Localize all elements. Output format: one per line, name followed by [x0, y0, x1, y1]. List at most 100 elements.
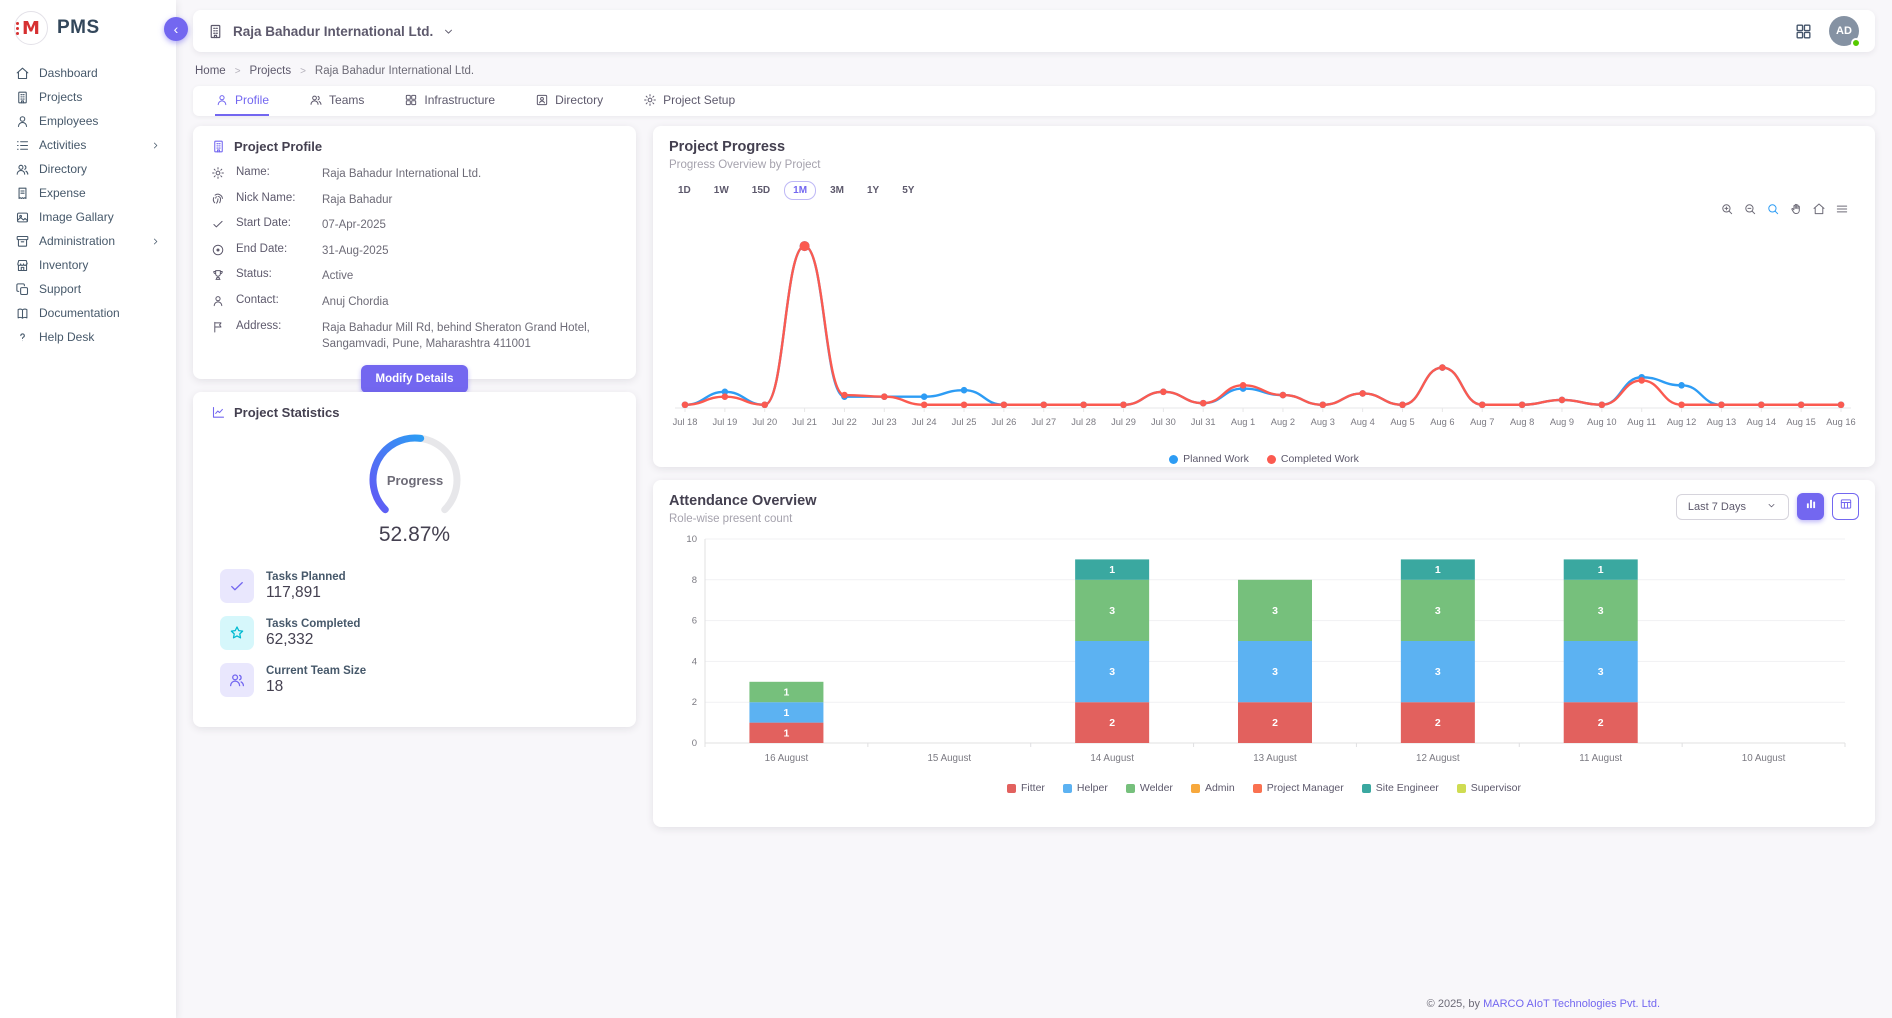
sidebar-item-image-gallary[interactable]: Image Gallary	[0, 205, 176, 229]
field-label: Contact:	[236, 294, 322, 306]
table-view-button[interactable]	[1832, 493, 1859, 520]
sidebar-item-activities[interactable]: Activities	[0, 133, 176, 157]
topbar-right: AD	[1794, 16, 1859, 46]
table-icon	[1839, 497, 1853, 516]
legend-planned-work[interactable]: Planned Work	[1169, 453, 1249, 465]
check-icon	[220, 569, 254, 603]
sidebar-item-expense[interactable]: Expense	[0, 181, 176, 205]
svg-text:Jul 20: Jul 20	[752, 417, 777, 427]
date-range-select[interactable]: Last 7 Days	[1676, 494, 1789, 520]
sidebar-item-administration[interactable]: Administration	[0, 229, 176, 253]
home-icon[interactable]	[1812, 202, 1826, 216]
sidebar-item-directory[interactable]: Directory	[0, 157, 176, 181]
breadcrumb: Home>Projects>Raja Bahadur International…	[193, 52, 1875, 86]
bar-chart[interactable]: 024681016 August11115 August14 August233…	[669, 531, 1859, 782]
field-label: Status:	[236, 268, 322, 280]
project-profile-title-row: Project Profile	[211, 139, 618, 154]
menu-icon[interactable]	[1835, 202, 1849, 216]
home-icon	[15, 66, 30, 81]
tab-project-setup[interactable]: Project Setup	[643, 86, 735, 116]
svg-text:Aug 9: Aug 9	[1550, 417, 1574, 427]
sidebar-nav: Dashboard Projects EmployeesActivitiesDire…	[0, 57, 176, 353]
sidebar-collapse-button[interactable]: ‹	[164, 17, 188, 41]
right-column: Project Progress Progress Overview by Pr…	[653, 126, 1875, 827]
sidebar-item-dashboard[interactable]: Dashboard	[0, 61, 176, 85]
range-button-1w[interactable]: 1W	[705, 181, 738, 200]
zoom-out-icon[interactable]	[1743, 202, 1757, 216]
range-button-1d[interactable]: 1D	[669, 181, 700, 200]
legend-helper[interactable]: Helper	[1063, 782, 1108, 794]
receipt-icon	[15, 186, 30, 201]
apps-grid-icon[interactable]	[1794, 22, 1813, 41]
svg-text:13 August: 13 August	[1253, 753, 1297, 764]
legend-completed-work[interactable]: Completed Work	[1267, 453, 1359, 465]
legend-label: Supervisor	[1471, 782, 1521, 794]
svg-text:Aug 12: Aug 12	[1667, 417, 1696, 427]
sidebar-item-help-desk[interactable]: Help Desk	[0, 325, 176, 349]
avatar[interactable]: AD	[1829, 16, 1859, 46]
range-button-5y[interactable]: 5Y	[893, 181, 923, 200]
tab-teams[interactable]: Teams	[309, 86, 364, 116]
modify-details-button[interactable]: Modify Details	[361, 365, 469, 393]
legend-fitter[interactable]: Fitter	[1007, 782, 1045, 794]
legend-marker	[1007, 784, 1016, 793]
legend-site-engineer[interactable]: Site Engineer	[1362, 782, 1439, 794]
legend-marker	[1457, 784, 1466, 793]
attendance-overview-card: Attendance Overview Role-wise present co…	[653, 480, 1875, 827]
tab-infrastructure[interactable]: Infrastructure	[404, 86, 495, 116]
users-icon	[15, 162, 30, 177]
legend-welder[interactable]: Welder	[1126, 782, 1173, 794]
bar-chart-legend: Fitter Helper Welder Admin Project Manager Si…	[669, 782, 1859, 794]
building-icon	[15, 90, 30, 105]
breadcrumb-link[interactable]: Home	[195, 65, 226, 77]
profile-field: Start Date:07-Apr-2025	[211, 217, 618, 233]
selection-zoom-icon[interactable]	[1766, 202, 1780, 216]
sidebar-item-label: Administration	[39, 234, 115, 248]
sidebar-item-inventory[interactable]: Inventory	[0, 253, 176, 277]
company-link[interactable]: MARCO AIoT Technologies Pvt. Ltd.	[1483, 998, 1660, 1010]
sidebar-item-label: Documentation	[39, 306, 120, 320]
chevron-right-icon	[150, 236, 161, 247]
stat-label: Tasks Completed	[266, 618, 360, 630]
svg-text:1: 1	[1435, 564, 1441, 576]
app-logo[interactable]: M PMS	[0, 0, 176, 57]
legend-project-manager[interactable]: Project Manager	[1253, 782, 1344, 794]
line-chart[interactable]: Jul 18Jul 19Jul 20Jul 21Jul 22Jul 23Jul …	[669, 224, 1859, 453]
user-icon	[15, 114, 30, 129]
project-profile-card: Project Profile Name:Raja Bahadur Intern…	[193, 126, 636, 379]
pan-icon[interactable]	[1789, 202, 1803, 216]
sidebar-item-projects[interactable]: Projects	[0, 85, 176, 109]
company-selector[interactable]: Raja Bahadur International Ltd.	[207, 23, 455, 40]
card-title-text: Project Profile	[234, 139, 322, 154]
sidebar-item-documentation[interactable]: Documentation	[0, 301, 176, 325]
range-button-1m[interactable]: 1M	[784, 181, 816, 200]
tab-directory[interactable]: Directory	[535, 86, 603, 116]
bar-view-button[interactable]	[1797, 493, 1824, 520]
legend-label: Fitter	[1021, 782, 1045, 794]
tab-profile[interactable]: Profile	[215, 86, 269, 116]
attendance-header: Attendance Overview Role-wise present co…	[669, 493, 1859, 525]
record-icon	[211, 243, 225, 257]
topbar: Raja Bahadur International Ltd. AD	[193, 10, 1875, 52]
field-label: Address:	[236, 320, 322, 332]
zoom-in-icon[interactable]	[1720, 202, 1734, 216]
range-button-1y[interactable]: 1Y	[858, 181, 888, 200]
breadcrumb-link[interactable]: Projects	[250, 65, 292, 77]
range-button-15d[interactable]: 15D	[743, 181, 779, 200]
sidebar-item-label: Projects	[39, 90, 82, 104]
sidebar-item-support[interactable]: Support	[0, 277, 176, 301]
range-button-3m[interactable]: 3M	[821, 181, 853, 200]
breadcrumb-separator: >	[235, 66, 241, 77]
attendance-subtitle: Role-wise present count	[669, 513, 816, 525]
tab-strip: Profile Teams Infrastructure Directory Proje…	[193, 86, 1875, 116]
sidebar-item-employees[interactable]: Employees	[0, 109, 176, 133]
svg-text:3: 3	[1109, 666, 1115, 678]
sidebar-item-label: Inventory	[39, 258, 88, 272]
legend-label: Admin	[1205, 782, 1235, 794]
svg-text:Jul 25: Jul 25	[952, 417, 977, 427]
person-icon	[211, 294, 225, 308]
legend-supervisor[interactable]: Supervisor	[1457, 782, 1521, 794]
legend-admin[interactable]: Admin	[1191, 782, 1235, 794]
field-label: End Date:	[236, 243, 322, 255]
attendance-title: Attendance Overview	[669, 493, 816, 509]
